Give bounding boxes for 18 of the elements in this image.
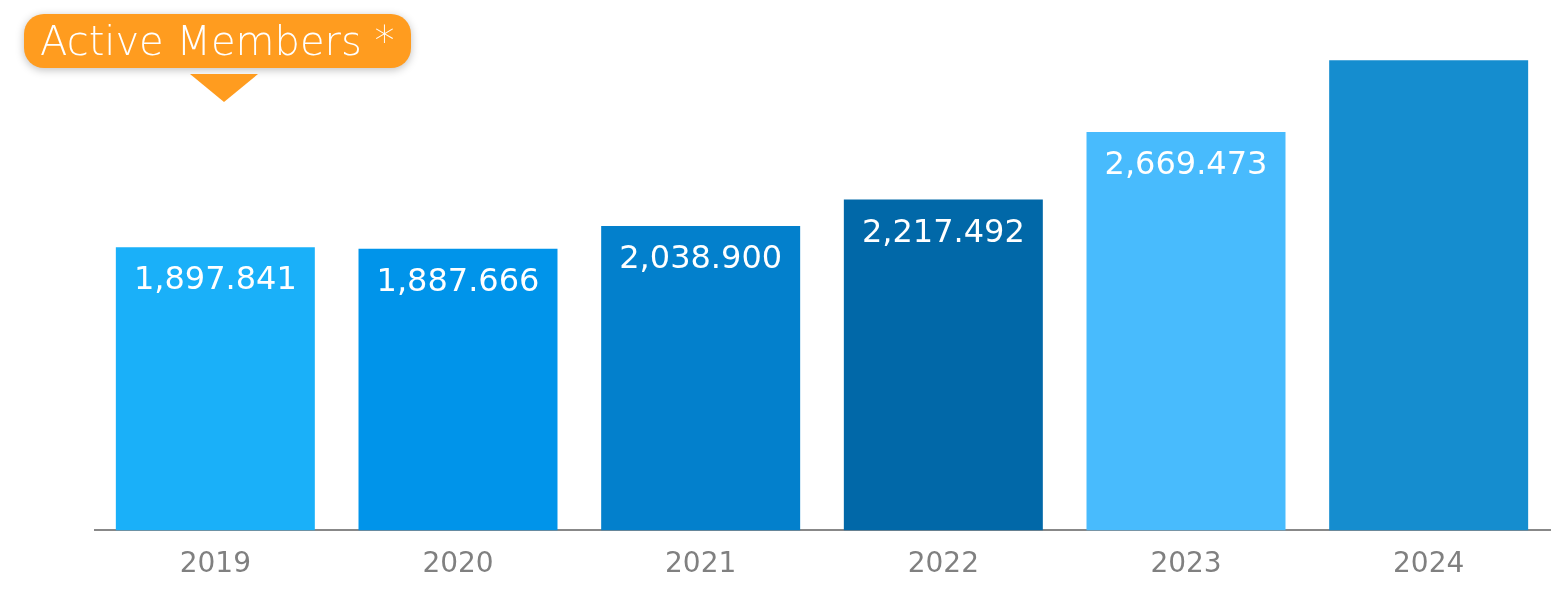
chart-title: Active Members * (24, 14, 411, 68)
data-label: 1,897.841 (133, 259, 297, 298)
bar (1086, 131, 1286, 531)
data-label: 2,217.492 (861, 211, 1025, 250)
bar (601, 226, 801, 531)
x-tick-label: 2023 (1150, 546, 1222, 580)
data-label: 1,887.666 (376, 260, 540, 299)
x-tick-label: 2024 (1393, 546, 1465, 580)
bar (1329, 60, 1529, 531)
x-tick-label: 2020 (422, 546, 494, 580)
x-tick-label: 2021 (665, 546, 737, 580)
bar (843, 199, 1043, 531)
bar (115, 247, 315, 531)
data-label: 2,038.900 (619, 238, 783, 277)
bar (358, 248, 558, 531)
x-tick-label: 2022 (907, 546, 979, 580)
x-tick-label: 2019 (179, 546, 251, 580)
data-label: 2,669.473 (1104, 144, 1268, 183)
